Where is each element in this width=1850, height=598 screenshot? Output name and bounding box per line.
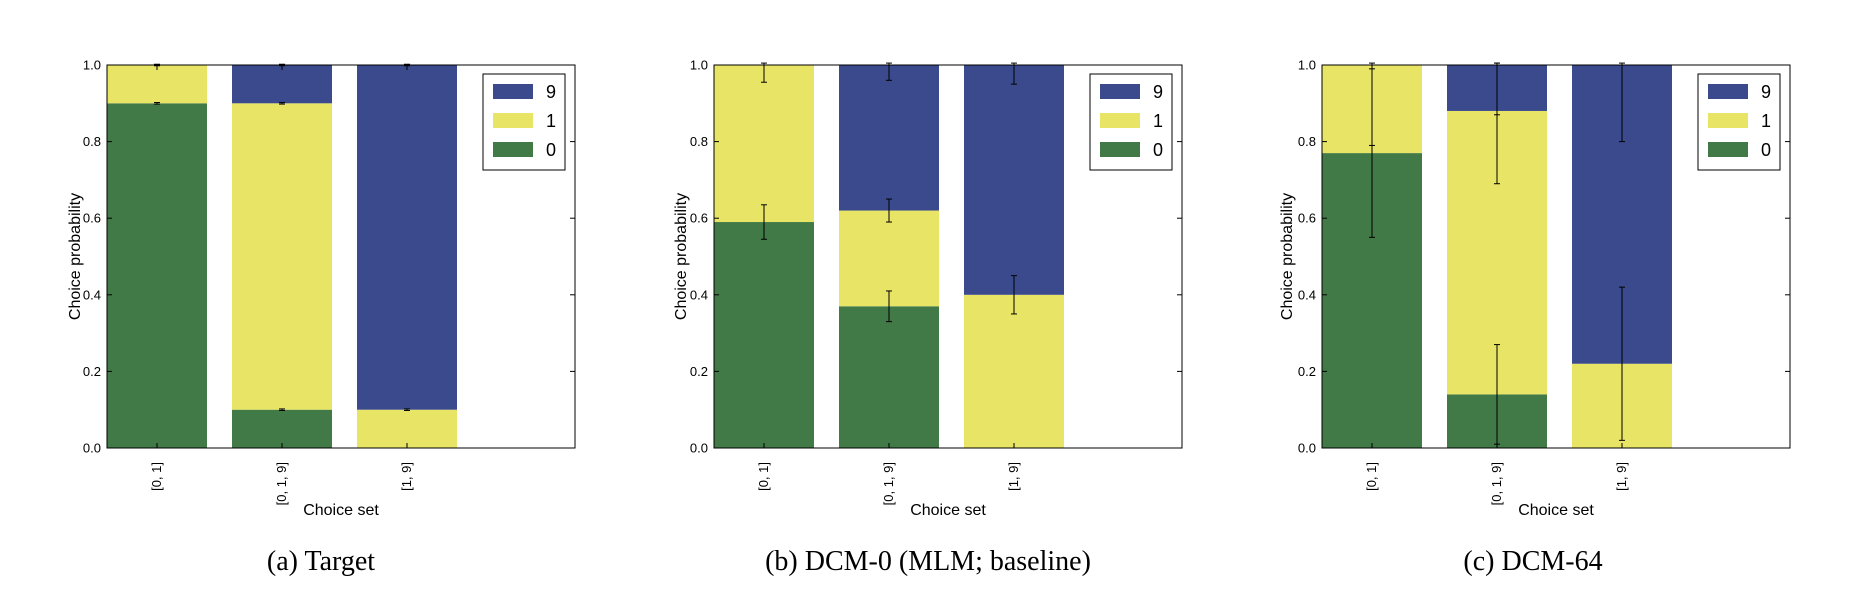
bar-1-3 — [357, 409, 457, 448]
x-tick-label: [1, 9] — [399, 462, 414, 491]
y-tick-label: 0.8 — [690, 134, 708, 149]
y-tick-label: 0.6 — [83, 211, 101, 226]
bar-1-2 — [839, 210, 939, 307]
x-tick-label: [1, 9] — [1006, 462, 1021, 491]
y-axis-label: Choice probability — [673, 193, 690, 320]
bar-0-1 — [714, 222, 814, 448]
y-tick-label: 0.0 — [83, 441, 101, 456]
y-tick-label: 1.0 — [690, 58, 708, 73]
bar-0-2 — [232, 409, 332, 448]
legend-swatch-0 — [1100, 142, 1140, 157]
x-tick-label: [0, 1, 9] — [881, 462, 896, 505]
legend: 9 1 0 — [1697, 73, 1781, 171]
legend-label-9: 9 — [1761, 82, 1771, 102]
x-tick-label: [0, 1, 9] — [274, 462, 289, 505]
legend-swatch-0 — [493, 142, 533, 157]
panel-caption: (c) DCM-64 — [1463, 546, 1602, 577]
legend-swatch-9 — [1100, 84, 1140, 99]
legend-swatch-1 — [493, 113, 533, 128]
x-tick-label: [0, 1] — [1364, 462, 1379, 491]
legend-label-1: 1 — [1153, 111, 1163, 131]
x-tick-label: [0, 1] — [149, 462, 164, 491]
legend-label-0: 0 — [1761, 140, 1771, 160]
x-tick-label: [1, 9] — [1614, 462, 1629, 491]
plot-frame — [713, 64, 1183, 449]
legend-swatch-9 — [493, 84, 533, 99]
bar-1-1 — [714, 65, 814, 223]
y-tick-label: 0.0 — [1298, 441, 1316, 456]
bar-9-3 — [964, 65, 1064, 295]
y-tick-label: 0.6 — [690, 211, 708, 226]
y-axis-label: Choice probability — [67, 193, 84, 320]
x-axis-label: Choice set — [1518, 502, 1594, 519]
bar-1-3 — [964, 294, 1064, 448]
x-axis-label: Choice set — [303, 502, 379, 519]
legend-label-9: 9 — [1153, 82, 1163, 102]
y-tick-label: 1.0 — [83, 58, 101, 73]
legend-swatch-0 — [1708, 142, 1748, 157]
legend-swatch-9 — [1708, 84, 1748, 99]
y-tick-label: 0.8 — [1298, 134, 1316, 149]
bar-9-3 — [357, 65, 457, 410]
y-tick-label: 0.4 — [1298, 287, 1316, 302]
plot-frame — [106, 64, 576, 449]
plot-frame — [1321, 64, 1791, 449]
bar-0-2 — [839, 306, 939, 448]
y-tick-label: 0.0 — [690, 441, 708, 456]
x-tick-label: [0, 1] — [756, 462, 771, 491]
y-tick-label: 0.4 — [690, 287, 708, 302]
legend: 9 1 0 — [1089, 73, 1173, 171]
legend-label-1: 1 — [1761, 111, 1771, 131]
legend-swatch-1 — [1100, 113, 1140, 128]
legend-label-0: 0 — [1153, 140, 1163, 160]
legend-label-9: 9 — [546, 82, 556, 102]
legend: 9 1 0 — [482, 73, 566, 171]
legend-label-0: 0 — [546, 140, 556, 160]
x-axis-label: Choice set — [910, 502, 986, 519]
chart-panel-1: [0, 1] [0, 1, 9] [1, 9] 0.0 0.2 0.4 0.6 0.8 1.0 C… — [67, 58, 576, 577]
y-tick-label: 0.2 — [1298, 364, 1316, 379]
bar-0-1 — [107, 103, 207, 449]
y-tick-label: 0.4 — [83, 287, 101, 302]
chart-panel-3: [0, 1] [0, 1, 9] [1, 9] 0.0 0.2 0.4 0.6 0.8 1.0 C… — [1279, 58, 1791, 577]
bar-9-2 — [839, 65, 939, 211]
y-tick-label: 0.2 — [83, 364, 101, 379]
x-tick-label: [0, 1, 9] — [1489, 462, 1504, 505]
bar-9-2 — [232, 65, 332, 104]
panel-caption: (a) Target — [267, 546, 375, 577]
y-axis-label: Choice probability — [1279, 193, 1296, 320]
y-tick-label: 0.8 — [83, 134, 101, 149]
legend-swatch-1 — [1708, 113, 1748, 128]
chart-panel-2: [0, 1] [0, 1, 9] [1, 9] 0.0 0.2 0.4 0.6 0.8 1.0 C… — [673, 58, 1183, 577]
bar-1-1 — [107, 65, 207, 104]
panel-caption: (b) DCM-0 (MLM; baseline) — [765, 546, 1091, 577]
y-tick-label: 1.0 — [1298, 58, 1316, 73]
y-tick-label: 0.6 — [1298, 211, 1316, 226]
y-tick-label: 0.2 — [690, 364, 708, 379]
legend-label-1: 1 — [546, 111, 556, 131]
bar-1-2 — [232, 103, 332, 410]
